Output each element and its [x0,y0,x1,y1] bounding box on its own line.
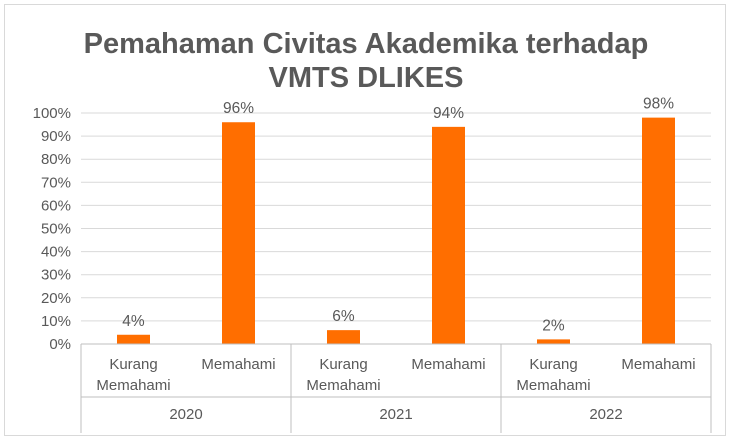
category-label: Memahami [306,377,380,394]
y-tick-label: 30% [41,267,71,284]
bars [117,117,675,345]
data-labels: 4% 96% 6% 94% 2% 98% [122,96,674,335]
data-label: 94% [433,105,464,122]
bar [327,330,360,344]
category-label: Kurang [109,356,157,373]
y-tick-label: 100% [33,105,71,122]
y-tick-label: 90% [41,128,71,145]
group-label: 2021 [379,406,412,423]
y-tick-label: 60% [41,197,71,214]
category-label: Memahami [516,377,590,394]
chart-frame: Pemahaman Civitas Akademika terhadap VMTS… [4,4,726,436]
y-tick-label: 20% [41,290,71,307]
category-label: Kurang [319,356,367,373]
chart-title-line: Pemahaman Civitas Akademika terhadap [84,28,649,60]
data-label: 96% [223,100,254,117]
y-axis-ticks: 0% 10% 20% 30% 40% 50% 60% 70% 80% 90% 100% [33,105,71,353]
category-label: Memahami [411,356,485,373]
bar [117,334,150,344]
bar [432,126,465,344]
category-label: Kurang [529,356,577,373]
gridlines [81,112,711,322]
chart-title-line: VMTS DLIKES [269,62,464,94]
data-label: 2% [542,317,565,334]
y-tick-label: 10% [41,313,71,330]
y-tick-label: 50% [41,221,71,238]
category-label: Memahami [96,377,170,394]
chart-title: Pemahaman Civitas Akademika terhadapVMTS… [84,28,649,94]
group-label: 2022 [589,406,622,423]
bar [537,339,570,344]
bar [642,117,675,345]
group-label: 2020 [169,406,202,423]
category-label: Memahami [621,356,695,373]
data-label: 6% [332,308,355,325]
bar-chart: Pemahaman Civitas Akademika terhadapVMTS… [33,28,712,433]
x-axis: Kurang Memahami Memahami 2020 Kurang Memahami… [80,343,712,433]
data-label: 98% [643,96,674,113]
category-label: Memahami [201,356,275,373]
y-tick-label: 80% [41,151,71,168]
bar [222,122,255,345]
y-tick-label: 0% [49,336,71,353]
data-label: 4% [122,313,145,330]
y-tick-label: 70% [41,174,71,191]
y-tick-label: 40% [41,244,71,261]
